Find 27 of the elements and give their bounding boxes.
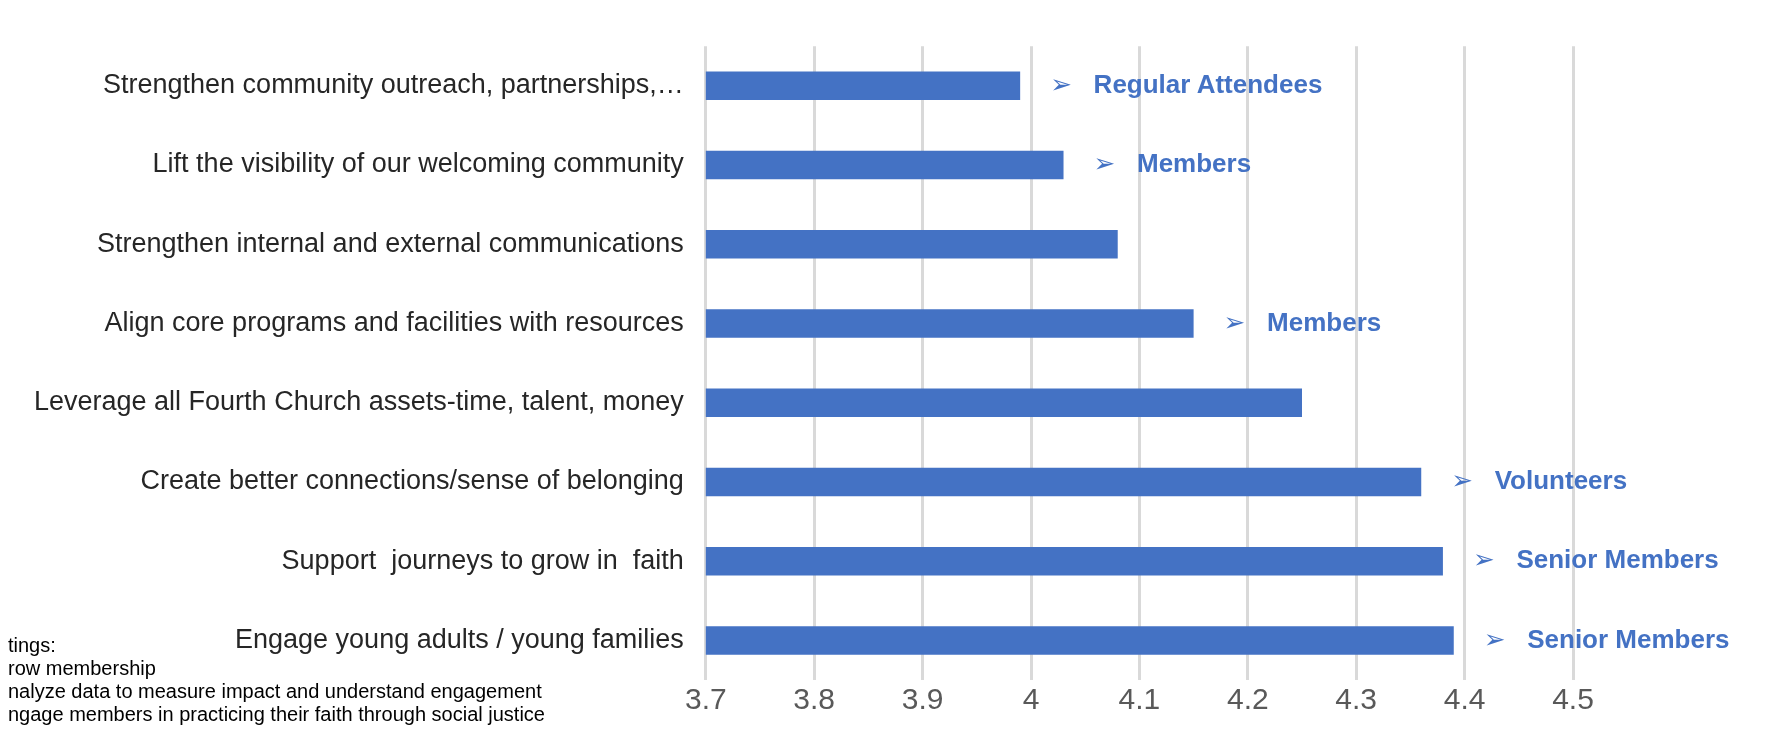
annotation: ➢ Senior Members <box>1472 544 1719 575</box>
y-tick-label: Strengthen community outreach, partnerships,… <box>103 69 684 100</box>
x-tick-label: 3.8 <box>793 682 836 716</box>
y-tick-label: Lift the visibility of our welcoming community <box>152 148 685 179</box>
y-tick-label: Align core programs and facilities with resources <box>104 306 684 337</box>
y-tick-label: Leverage all Fourth Church assets-time, talent, money <box>33 386 685 417</box>
text: tings: <box>8 634 56 656</box>
x-tick-label: 4.2 <box>1226 682 1269 716</box>
x-tick-label: 3.9 <box>901 682 944 716</box>
x-tick-label: 3.7 <box>684 682 727 716</box>
y-tick-label: Create better connections/sense of belonging <box>140 465 684 496</box>
annotation: ➢ Members <box>1223 306 1382 337</box>
annotation: ➢ Regular Attendees <box>1050 68 1323 99</box>
x-tick-label: 4.3 <box>1335 682 1378 716</box>
x-tick-label: 4.4 <box>1443 682 1486 716</box>
annotation: ➢ Volunteers <box>1451 465 1628 496</box>
x-tick-label: 4.1 <box>1118 682 1161 716</box>
y-tick-label: Engage young adults / young families <box>235 623 684 654</box>
annotation: ➢ Senior Members <box>1483 623 1730 654</box>
y-tick-label: Support journeys to grow in faith <box>281 544 684 575</box>
text: row membership <box>8 657 157 680</box>
text: ngage members in practicing their faith through social justice <box>8 703 545 726</box>
x-tick-label: 4 <box>1022 682 1040 716</box>
x-tick-label: 4.5 <box>1552 682 1594 716</box>
annotation: ➢ Members <box>1093 148 1252 179</box>
y-tick-label: Strengthen internal and external communications <box>96 227 684 258</box>
text: nalyze data to measure impact and understand engagement <box>8 680 543 703</box>
